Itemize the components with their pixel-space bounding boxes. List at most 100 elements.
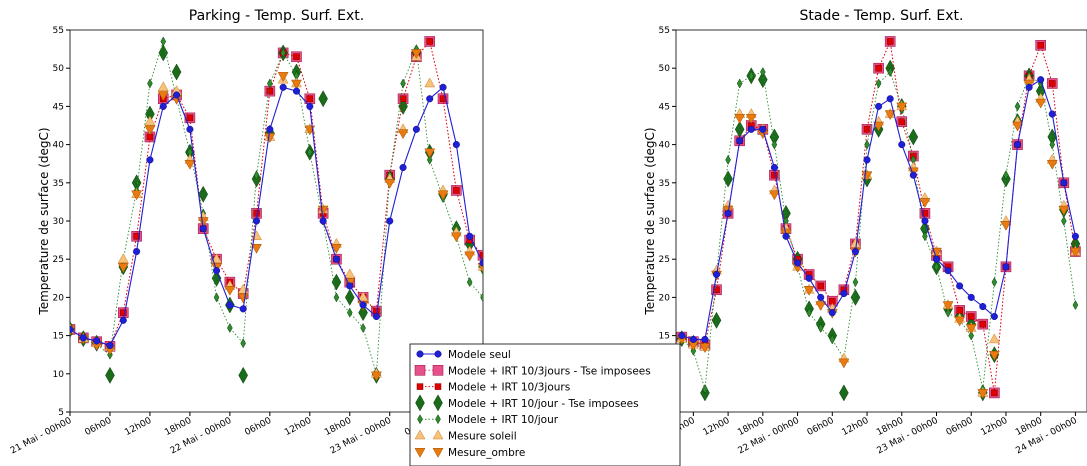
point <box>771 171 778 179</box>
point <box>898 118 906 125</box>
point <box>226 301 234 309</box>
point <box>850 288 861 306</box>
point <box>267 78 273 89</box>
x-tick-label: 06h00 <box>83 416 113 438</box>
point <box>734 114 746 124</box>
point <box>240 338 246 349</box>
point <box>70 325 74 334</box>
point <box>464 251 476 262</box>
point <box>991 277 998 288</box>
point <box>252 217 261 225</box>
point <box>171 63 182 81</box>
y-tick-label: 15 <box>53 332 64 342</box>
point <box>399 95 407 103</box>
point <box>817 322 824 333</box>
point <box>967 313 975 320</box>
point <box>896 102 908 113</box>
point <box>747 125 755 133</box>
point <box>967 293 975 301</box>
point <box>805 274 813 282</box>
point <box>1058 205 1070 216</box>
legend-marker <box>416 383 424 390</box>
point <box>211 269 222 287</box>
point <box>424 148 436 159</box>
point <box>158 44 169 62</box>
y-tick-label: 50 <box>53 64 65 74</box>
point <box>736 78 743 89</box>
point <box>384 179 396 189</box>
point <box>817 293 825 301</box>
point <box>1048 110 1056 118</box>
point <box>1012 121 1023 132</box>
point <box>213 292 220 303</box>
point <box>253 210 260 217</box>
y-tick-label: 55 <box>53 26 64 36</box>
point <box>344 288 355 306</box>
point <box>146 156 154 164</box>
legend-label: Mesure soleil <box>448 431 517 443</box>
point <box>264 133 276 143</box>
x-tick-label: 06h00 <box>243 416 273 438</box>
point <box>852 277 859 288</box>
y-tick-label: 45 <box>659 102 670 112</box>
chart-title: Parking - Temp. Surf. Ext. <box>189 8 364 24</box>
y-tick-label: 10 <box>53 370 65 380</box>
point <box>224 286 236 296</box>
point <box>424 77 436 88</box>
series-line <box>681 71 1076 390</box>
point <box>211 253 222 263</box>
point <box>886 38 894 45</box>
point <box>186 125 194 133</box>
y-tick-label: 35 <box>659 179 670 189</box>
point <box>723 170 733 188</box>
point <box>990 312 998 321</box>
y-tick-label: 5 <box>58 408 64 418</box>
legend-label: Modele seul <box>448 349 511 361</box>
point <box>1071 232 1079 240</box>
point <box>479 259 483 267</box>
point <box>157 81 169 92</box>
point <box>771 139 778 150</box>
y-tick-label: 30 <box>659 217 671 227</box>
point <box>120 309 127 316</box>
point <box>237 293 249 304</box>
y-axis-label: Temperature de surface (degC) <box>643 127 657 315</box>
x-tick-label: 12h00 <box>123 416 153 438</box>
point <box>991 389 998 397</box>
point <box>944 267 952 275</box>
point <box>988 333 1000 344</box>
point <box>979 320 987 328</box>
legend-marker <box>432 448 444 458</box>
point <box>453 187 460 194</box>
point <box>863 156 871 164</box>
point <box>332 255 341 263</box>
point <box>144 125 156 136</box>
point <box>480 292 483 303</box>
point <box>358 304 368 322</box>
x-tick-label: 24 Mai - 00h00 <box>1014 416 1079 457</box>
x-tick-label: 22 Mai - 00h00 <box>737 416 802 457</box>
legend-marker <box>434 350 442 358</box>
series-line <box>681 39 1076 393</box>
y-tick-label: 55 <box>659 26 670 36</box>
legend-marker <box>432 364 444 376</box>
x-tick-label: 06h00 <box>806 416 836 438</box>
point <box>426 154 433 165</box>
point <box>1035 98 1047 109</box>
point <box>160 36 167 47</box>
point <box>277 72 289 82</box>
point <box>921 217 929 225</box>
point <box>357 291 369 302</box>
point <box>1000 221 1012 231</box>
point <box>701 335 709 343</box>
legend-marker <box>435 414 441 425</box>
point <box>253 170 260 181</box>
point <box>144 115 156 126</box>
legend-marker <box>416 350 424 358</box>
point <box>956 282 964 290</box>
x-tick-label: 12h00 <box>979 416 1009 438</box>
point <box>758 71 768 89</box>
point <box>887 67 893 78</box>
point <box>93 337 101 345</box>
legend: Modele seul Modele + IRT 10/3jours - Tse … <box>409 343 681 466</box>
